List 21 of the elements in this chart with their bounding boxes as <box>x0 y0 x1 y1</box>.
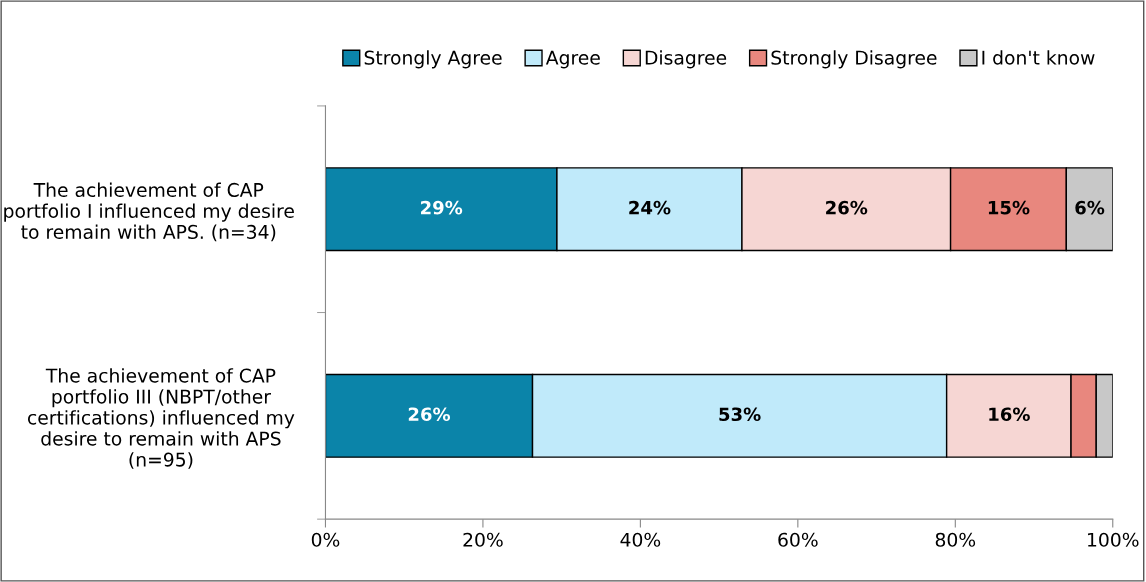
data-label: 29% <box>421 200 463 215</box>
y-tick-label: The achievement of CAP portfolio I influenced my desire to remain with APS. (n=34) <box>4 182 294 242</box>
x-tick-label: 100% <box>1088 532 1139 547</box>
data-label: 53% <box>719 407 761 422</box>
legend-label: Strongly Disagree <box>771 50 937 69</box>
x-tick-label: 20% <box>463 532 503 547</box>
legend-label: Disagree <box>645 50 727 69</box>
legend-label: I don't know <box>982 50 1095 65</box>
legend-label: Strongly Agree <box>364 50 502 69</box>
data-label: 6% <box>1075 200 1105 215</box>
data-label: 15% <box>988 200 1030 215</box>
data-label: 26% <box>408 407 451 422</box>
legend-label: Agree <box>545 50 600 69</box>
data-label: 16% <box>989 407 1030 422</box>
data-label: 24% <box>629 200 671 215</box>
x-tick-label: 60% <box>778 532 818 547</box>
x-tick-label: 40% <box>620 532 661 547</box>
data-label: 26% <box>826 200 868 215</box>
x-tick-label: 0% <box>311 532 340 547</box>
y-tick-label: The achievement of CAP portfolio III (NBPT/other certifications) influenced my desire to remain with APS (n=95) <box>27 368 295 469</box>
x-tick-label: 80% <box>935 532 976 547</box>
